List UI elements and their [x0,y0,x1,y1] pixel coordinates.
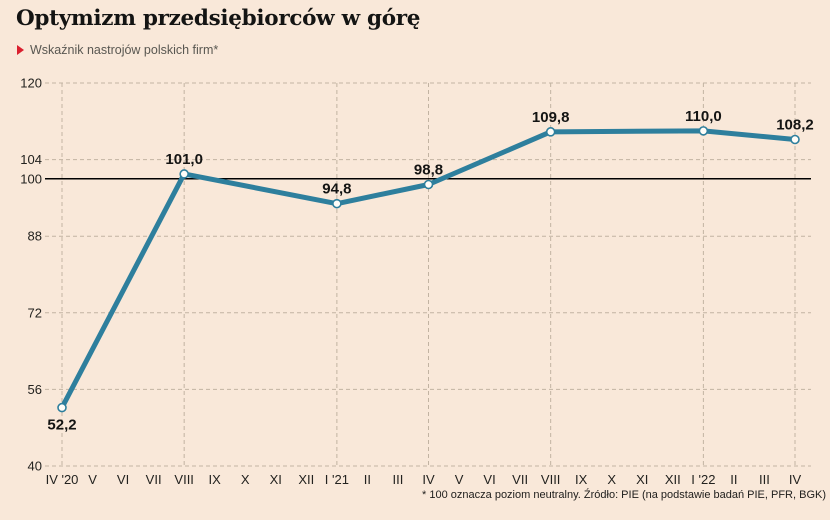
data-point-marker [545,127,556,137]
data-point-marker [332,198,342,209]
chart-subtitle: Wskaźnik nastrojów polskich firm* [17,43,218,57]
y-tick-label: 100 [20,171,42,186]
data-point-marker [790,134,800,145]
y-tick-label: 72 [28,305,42,320]
data-point-marker [423,179,434,190]
data-point-label: 110,0 [685,108,722,125]
data-point-label: 98,8 [414,161,443,178]
y-tick-label: 120 [20,76,42,91]
x-tick-label: III [759,472,770,487]
x-tick-label: IX [575,472,588,487]
x-tick-label: X [241,472,250,487]
x-tick-label: II [730,472,737,487]
x-tick-label: IV '20 [46,472,79,487]
x-tick-label: IV [789,472,802,487]
x-tick-label: VIII [541,472,561,487]
x-tick-label: XI [636,472,648,487]
x-tick-label: VIII [174,472,194,487]
data-point-marker [179,169,189,179]
data-point-label: 109,8 [532,109,570,126]
y-tick-label: 40 [28,459,42,474]
x-tick-label: IV [422,472,435,487]
x-tick-label: VI [483,472,495,487]
y-tick-label: 104 [20,152,42,167]
x-tick-label: I '21 [325,472,349,487]
x-tick-label: VII [512,472,528,487]
x-tick-label: V [88,472,97,487]
x-tick-label: VII [146,472,162,487]
x-tick-label: XI [270,472,282,487]
y-tick-label: 88 [28,229,42,244]
x-tick-label: XII [298,472,314,487]
data-point-label: 94,8 [322,181,351,198]
x-tick-label: II [364,472,371,487]
data-point-marker [57,402,67,413]
data-point-label: 101,0 [165,151,203,168]
chart-subtitle-label: Wskaźnik nastrojów polskich firm* [30,43,219,57]
x-tick-label: I '22 [691,472,715,487]
x-tick-label: VI [117,472,129,487]
page-title: Optymizm przedsiębiorców w górę [16,6,421,31]
data-point-label: 52,2 [47,417,76,434]
data-point-marker [698,126,709,136]
data-point-label: 108,2 [776,116,814,133]
x-tick-label: III [393,472,404,487]
y-tick-label: 56 [28,382,42,397]
red-triangle-bullet-icon [17,45,24,55]
x-tick-label: X [607,472,616,487]
x-tick-label: V [455,472,464,487]
x-tick-label: XII [665,472,681,487]
x-tick-label: IX [209,472,222,487]
source-footnote: * 100 oznacza poziom neutralny. Źródło: … [422,489,826,501]
